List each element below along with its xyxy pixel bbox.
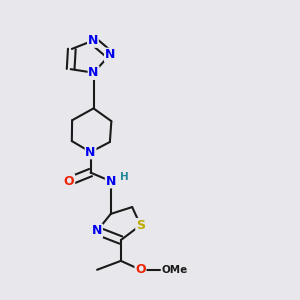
Text: O: O bbox=[135, 263, 146, 276]
Text: OMe: OMe bbox=[162, 265, 188, 275]
Text: N: N bbox=[88, 66, 99, 79]
Text: N: N bbox=[85, 146, 96, 159]
Text: N: N bbox=[105, 48, 115, 62]
Text: N: N bbox=[106, 175, 116, 188]
Text: S: S bbox=[136, 219, 145, 232]
Text: O: O bbox=[64, 175, 74, 188]
Text: H: H bbox=[120, 172, 129, 182]
Text: N: N bbox=[92, 224, 102, 237]
Text: N: N bbox=[88, 34, 98, 47]
